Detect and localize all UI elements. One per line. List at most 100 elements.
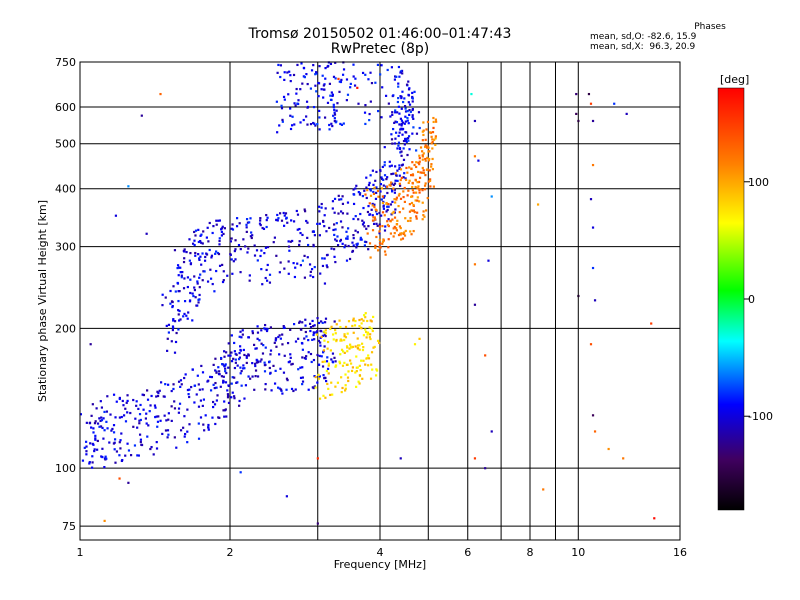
echo-point [392, 94, 395, 97]
echo-point [276, 131, 279, 134]
echo-point [406, 119, 409, 122]
echo-point [340, 376, 343, 379]
echo-point [587, 92, 591, 96]
echo-point [352, 202, 356, 206]
echo-point [402, 147, 405, 150]
echo-point [195, 393, 198, 396]
echo-point [266, 263, 269, 267]
echo-point [331, 333, 335, 336]
echo-point [395, 196, 399, 199]
echo-point [214, 252, 217, 255]
echo-point [430, 163, 433, 166]
echo-point [383, 164, 386, 167]
echo-point [293, 102, 296, 105]
echo-point [202, 270, 205, 273]
echo-point [301, 380, 305, 383]
echo-point [305, 219, 308, 223]
echo-point [356, 347, 360, 350]
echo-point [345, 363, 349, 366]
echo-point [421, 154, 424, 157]
echo-point [434, 118, 438, 121]
echo-point [411, 100, 414, 103]
echo-point [309, 87, 313, 90]
echo-point [137, 454, 140, 457]
echo-point [138, 413, 142, 416]
echo-point [242, 348, 245, 352]
echo-point [242, 367, 245, 370]
echo-point [234, 239, 237, 242]
echo-point [317, 339, 321, 342]
echo-point [366, 189, 369, 192]
echo-point [243, 353, 246, 357]
plot-frame [79, 61, 681, 541]
echo-point [359, 368, 362, 372]
echo-point [255, 358, 258, 361]
echo-point [136, 426, 139, 429]
echo-point [371, 204, 374, 207]
echo-point [399, 71, 402, 74]
echo-point [366, 210, 370, 214]
echo-point [146, 389, 149, 392]
echo-point [421, 218, 424, 221]
echo-point [406, 194, 409, 197]
echo-point [241, 329, 244, 332]
echo-point [208, 221, 211, 225]
echo-point [154, 415, 157, 419]
echo-point [210, 375, 214, 379]
echo-point [312, 325, 315, 328]
echo-point [364, 330, 368, 334]
echo-point [272, 364, 275, 367]
echo-point [111, 427, 114, 431]
echo-point [249, 235, 252, 238]
echo-point [490, 430, 493, 433]
echo-point [536, 203, 540, 206]
echo-point [247, 336, 250, 339]
x-tick-label: 16 [673, 546, 687, 559]
echo-point [95, 407, 98, 410]
echo-point [432, 185, 435, 188]
echo-point [203, 259, 207, 262]
echo-point [613, 102, 616, 105]
echo-point [148, 410, 151, 413]
echo-point [183, 250, 186, 253]
echo-point [399, 232, 402, 235]
echo-point [429, 178, 432, 181]
echo-point [265, 327, 268, 330]
echo-point [233, 249, 236, 253]
echo-point [375, 222, 378, 225]
echo-point [226, 389, 229, 392]
echo-point [85, 453, 88, 456]
echo-point [424, 182, 427, 185]
echo-point [321, 257, 324, 260]
echo-point [395, 121, 399, 124]
echo-point [425, 168, 429, 171]
echo-point [404, 217, 407, 220]
echo-point [201, 242, 204, 245]
echo-point [260, 329, 263, 332]
echo-point [173, 320, 177, 323]
echo-point [400, 127, 403, 130]
echo-point [408, 210, 412, 213]
echo-point [431, 131, 435, 134]
echo-point [282, 211, 285, 215]
echo-point [430, 142, 433, 145]
echo-point [421, 171, 424, 174]
phase-stats-title: Phases [694, 22, 726, 32]
echo-point [382, 178, 385, 181]
echo-point [393, 216, 397, 219]
echo-point [390, 133, 393, 136]
echo-point [79, 413, 83, 416]
echo-point [243, 367, 246, 370]
echo-point [392, 227, 395, 230]
echo-point [336, 102, 339, 105]
echo-point [291, 362, 294, 366]
echo-point [141, 393, 144, 396]
echo-point [298, 243, 301, 247]
echo-point [400, 107, 403, 110]
echo-point [350, 369, 354, 373]
echo-point [334, 328, 337, 332]
echo-point [301, 383, 304, 386]
echo-point [369, 100, 372, 103]
echo-point [368, 336, 371, 339]
echo-point [354, 319, 357, 323]
